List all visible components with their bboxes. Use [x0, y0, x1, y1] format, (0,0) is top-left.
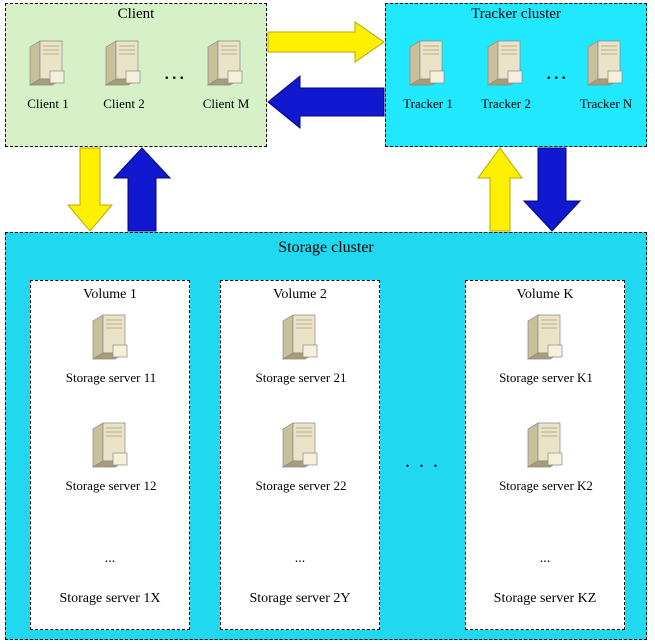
server-icon: [24, 39, 72, 89]
volume-final: Storage server KZ: [466, 591, 624, 607]
client-ellipsis: ...: [164, 59, 187, 85]
volume-ellipsis: ...: [466, 551, 624, 567]
server-label: Storage server K1: [486, 370, 606, 386]
server-icon: [100, 39, 148, 89]
server-label: Client 1: [8, 96, 88, 112]
server-icon: [277, 313, 325, 363]
server-label: Client M: [186, 96, 266, 112]
server-label: Storage server K2: [486, 478, 606, 494]
tracker-server-n: Tracker N: [566, 39, 646, 112]
server-icon: [202, 39, 250, 89]
storage-server: Storage server 11: [71, 313, 151, 386]
server-icon: [87, 313, 135, 363]
server-label: Tracker 2: [466, 96, 546, 112]
volume-1: Volume 1 Storage server 11 Storage serve…: [30, 280, 190, 630]
storage-server: Storage server 12: [71, 421, 151, 494]
volume-title: Volume 2: [221, 287, 379, 303]
client-server-m: Client M: [186, 39, 266, 112]
server-icon: [277, 421, 325, 471]
server-icon: [404, 39, 452, 89]
arrow-client-to-tracker: [268, 22, 384, 62]
volume-ellipsis: ...: [31, 551, 189, 567]
server-label: Storage server 21: [241, 370, 361, 386]
client-cluster: Client Client 1 Client 2 ... Client M: [5, 3, 267, 147]
server-label: Tracker N: [566, 96, 646, 112]
server-icon: [522, 421, 570, 471]
arrow-tracker-to-client: [268, 76, 384, 128]
server-label: Storage server 11: [51, 370, 171, 386]
client-title: Client: [6, 6, 266, 23]
server-label: Tracker 1: [388, 96, 468, 112]
server-label: Client 2: [84, 96, 164, 112]
server-icon: [482, 39, 530, 89]
server-label: Storage server 12: [51, 478, 171, 494]
storage-title: Storage cluster: [6, 239, 646, 257]
server-icon: [522, 313, 570, 363]
tracker-title: Tracker cluster: [386, 6, 646, 23]
arrow-client-to-storage: [68, 148, 112, 231]
volume-title: Volume K: [466, 287, 624, 303]
tracker-cluster: Tracker cluster Tracker 1 Tracker 2 ... …: [385, 3, 647, 147]
client-server-1: Client 1: [8, 39, 88, 112]
volume-final: Storage server 1X: [31, 591, 189, 607]
storage-server: Storage server 22: [261, 421, 341, 494]
storage-server: Storage server 21: [261, 313, 341, 386]
volume-k: Volume K Storage server K1 Storage serve…: [465, 280, 625, 630]
volume-2: Volume 2 Storage server 21 Storage serve…: [220, 280, 380, 630]
storage-ellipsis: . . .: [405, 450, 440, 473]
tracker-server-2: Tracker 2: [466, 39, 546, 112]
tracker-server-1: Tracker 1: [388, 39, 468, 112]
server-label: Storage server 22: [241, 478, 361, 494]
volume-final: Storage server 2Y: [221, 591, 379, 607]
server-icon: [87, 421, 135, 471]
volume-ellipsis: ...: [221, 551, 379, 567]
arrow-tracker-to-storage: [524, 148, 580, 231]
storage-server: Storage server K1: [506, 313, 586, 386]
storage-server: Storage server K2: [506, 421, 586, 494]
client-server-2: Client 2: [84, 39, 164, 112]
server-icon: [582, 39, 630, 89]
arrow-storage-to-tracker: [478, 148, 522, 231]
arrow-storage-to-client: [114, 148, 170, 231]
volume-title: Volume 1: [31, 287, 189, 303]
